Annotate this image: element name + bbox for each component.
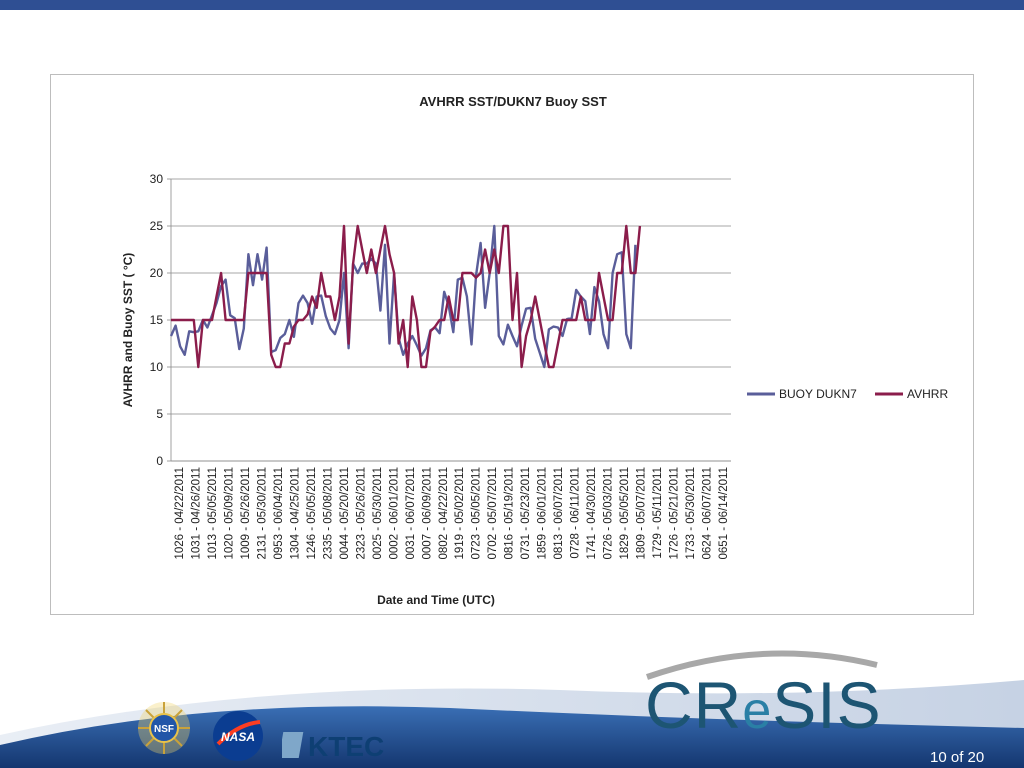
x-tick-label: 0728 - 06/11/2011 bbox=[570, 467, 582, 559]
nsf-logo-text: NSF bbox=[154, 724, 174, 735]
x-tick-label: 0651 - 06/14/2011 bbox=[718, 467, 730, 560]
x-tick-label: 1741 - 04/30/2011 bbox=[586, 467, 598, 560]
x-tick-label: 1246 - 05/05/2011 bbox=[306, 467, 318, 560]
legend-buoy-label: BUOY DUKN7 bbox=[779, 387, 857, 401]
x-tick-label: 1829 - 05/05/2011 bbox=[619, 467, 631, 560]
ktec-logo-icon: KTEC bbox=[282, 731, 384, 762]
chart-frame: AVHRR SST/DUKN7 Buoy SST 0 5 10 15 20 25 30 102… bbox=[50, 74, 974, 615]
x-tick-label: 1726 - 05/21/2011 bbox=[668, 467, 680, 560]
x-tick-label: 1026 - 04/22/2011 bbox=[174, 467, 186, 560]
x-tick-label: 1013 - 05/05/2011 bbox=[207, 467, 219, 560]
x-tick-label: 0953 - 06/04/2011 bbox=[273, 467, 285, 560]
y-tick-label: 15 bbox=[150, 313, 164, 327]
x-tick-label: 1729 - 05/11/2011 bbox=[652, 467, 664, 559]
x-tick-label: 0025 - 05/30/2011 bbox=[372, 467, 384, 560]
y-tick-label: 5 bbox=[156, 407, 163, 421]
nsf-logo-icon: NSF bbox=[138, 702, 190, 754]
x-tick-label: 2131 - 05/30/2011 bbox=[257, 467, 269, 560]
page-number: 10 of 20 bbox=[930, 749, 985, 766]
cresis-logo: CReSIS bbox=[645, 672, 882, 738]
series-buoy-line bbox=[169, 224, 637, 369]
x-tick-label: 1809 - 05/07/2011 bbox=[635, 467, 647, 560]
y-tick-label: 10 bbox=[150, 360, 164, 374]
legend-avhrr-label: AVHRR bbox=[907, 387, 948, 401]
x-tick-label: 2335 - 05/08/2011 bbox=[322, 467, 334, 560]
x-tick-label: 0044 - 05/20/2011 bbox=[339, 467, 351, 560]
y-tick-label: 20 bbox=[150, 266, 164, 280]
x-tick-label: 1031 - 04/26/2011 bbox=[191, 467, 203, 560]
x-tick-label: 1733 - 05/30/2011 bbox=[685, 467, 697, 560]
x-tick-label: 0802 - 04/22/2011 bbox=[438, 467, 450, 560]
x-tick-label: 1859 - 06/01/2011 bbox=[537, 467, 549, 560]
x-tick-label: 0731 - 05/23/2011 bbox=[520, 467, 532, 560]
y-axis-title: AVHRR and Buoy SST ( °C) bbox=[121, 253, 135, 408]
x-tick-label: 0723 - 05/05/2011 bbox=[471, 467, 483, 560]
x-tick-label: 0007 - 06/09/2011 bbox=[421, 467, 433, 560]
nasa-logo-icon: NASA bbox=[213, 711, 263, 761]
ktec-logo-text: KTEC bbox=[308, 731, 384, 762]
x-tick-label: 0031 - 06/07/2011 bbox=[405, 467, 417, 560]
y-tick-label: 25 bbox=[150, 219, 164, 233]
x-axis-title: Date and Time (UTC) bbox=[377, 593, 495, 607]
y-tick-label: 0 bbox=[156, 454, 163, 468]
chart-title: AVHRR SST/DUKN7 Buoy SST bbox=[419, 94, 607, 109]
x-tick-label: 0816 - 05/19/2011 bbox=[504, 467, 516, 560]
x-tick-label: 1020 - 05/09/2011 bbox=[224, 467, 236, 560]
nasa-logo-text: NASA bbox=[221, 730, 255, 744]
x-tick-label: 0813 - 06/07/2011 bbox=[553, 467, 565, 560]
cresis-logo-sis: SIS bbox=[772, 668, 882, 742]
x-tick-label: 1304 - 04/25/2011 bbox=[290, 467, 302, 560]
top-accent-bar bbox=[0, 0, 1024, 10]
cresis-logo-cr: CR bbox=[645, 668, 743, 742]
y-tick-label: 30 bbox=[150, 172, 164, 186]
x-tick-label: 2323 - 05/26/2011 bbox=[355, 467, 367, 560]
series-avhrr-line bbox=[171, 224, 642, 369]
x-tick-label: 1919 - 05/02/2011 bbox=[454, 467, 466, 560]
chart-svg: 0 5 10 15 20 25 30 1026 - 04/22/2011 1031 - 04/2… bbox=[121, 172, 948, 607]
x-tick-label: 0002 - 06/01/2011 bbox=[388, 467, 400, 560]
x-tick-label: 0726 - 05/03/2011 bbox=[602, 467, 614, 560]
x-tick-label: 1009 - 05/26/2011 bbox=[240, 467, 252, 560]
cresis-arc bbox=[646, 650, 878, 680]
x-tick-label: 0702 - 05/07/2011 bbox=[487, 467, 499, 560]
x-tick-label: 0624 - 06/07/2011 bbox=[701, 467, 713, 560]
cresis-logo-e: e bbox=[742, 682, 773, 740]
